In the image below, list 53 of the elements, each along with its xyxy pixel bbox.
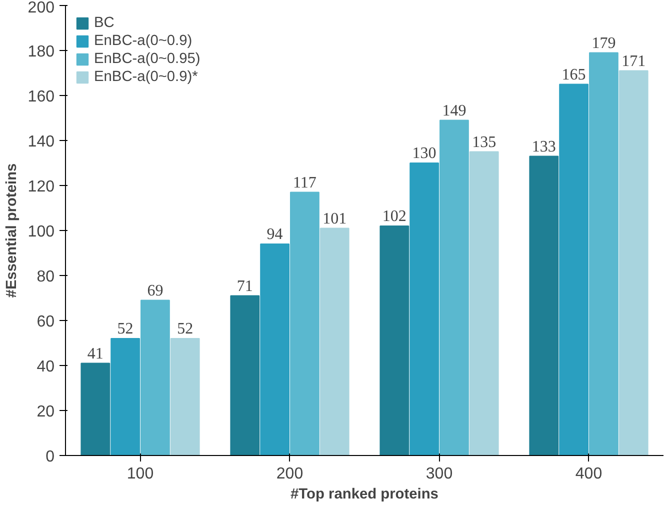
- y-tick-label: 120: [28, 178, 55, 196]
- y-tick-label: 140: [28, 134, 55, 150]
- bar: [110, 338, 140, 456]
- bar: [529, 156, 559, 456]
- legend-label: EnBC-a(0~0.9): [94, 33, 192, 49]
- data-label: 149: [442, 102, 466, 120]
- legend-label: EnBC-a(0~0.95): [94, 51, 200, 67]
- y-tick-label: 80: [36, 268, 55, 286]
- x-tick-label: 100: [126, 466, 154, 482]
- x-tick-label: 200: [276, 466, 304, 482]
- x-tick-label: 300: [426, 466, 453, 482]
- y-tick-label: 40: [36, 358, 55, 376]
- data-label: 135: [472, 134, 496, 151]
- bar: [260, 244, 290, 456]
- bar: [618, 70, 648, 456]
- y-tick-label: 200: [28, 0, 55, 16]
- bar: [290, 192, 320, 456]
- data-label: 94: [266, 226, 283, 243]
- bar: [439, 120, 469, 456]
- bar: [588, 52, 618, 456]
- data-label: 71: [236, 278, 253, 295]
- data-label: 117: [292, 174, 316, 192]
- bar: [469, 151, 499, 456]
- x-tick-label: 400: [575, 466, 602, 482]
- data-label: 130: [412, 145, 436, 162]
- bar: [170, 338, 200, 456]
- data-label: 69: [147, 282, 164, 300]
- x-axis-title: #Top ranked proteins: [290, 486, 438, 502]
- y-tick-label: 0: [46, 448, 55, 466]
- data-label: 52: [117, 320, 134, 338]
- y-tick-label: 60: [36, 314, 55, 330]
- data-label: 179: [592, 34, 616, 52]
- bar: [230, 295, 260, 456]
- data-label: 101: [322, 210, 347, 228]
- data-label: 102: [382, 208, 406, 225]
- data-label: 52: [177, 320, 194, 338]
- bar: [140, 300, 170, 456]
- data-label: 171: [622, 52, 646, 70]
- data-label: 41: [87, 345, 104, 362]
- data-label: 165: [562, 66, 586, 84]
- legend-label: BC: [94, 15, 114, 31]
- bar: [559, 84, 589, 456]
- bar: [80, 362, 110, 456]
- data-label: 133: [532, 138, 556, 156]
- bar: [410, 162, 440, 456]
- y-tick-label: 160: [28, 88, 55, 106]
- y-tick-label: 20: [36, 404, 55, 420]
- y-axis-title: #Essential proteins: [4, 163, 20, 298]
- bar: [320, 228, 350, 456]
- legend-label: EnBC-a(0~0.9)*: [94, 69, 198, 85]
- bar: [380, 226, 410, 456]
- y-tick-label: 180: [28, 44, 55, 60]
- y-tick-label: 100: [28, 224, 55, 240]
